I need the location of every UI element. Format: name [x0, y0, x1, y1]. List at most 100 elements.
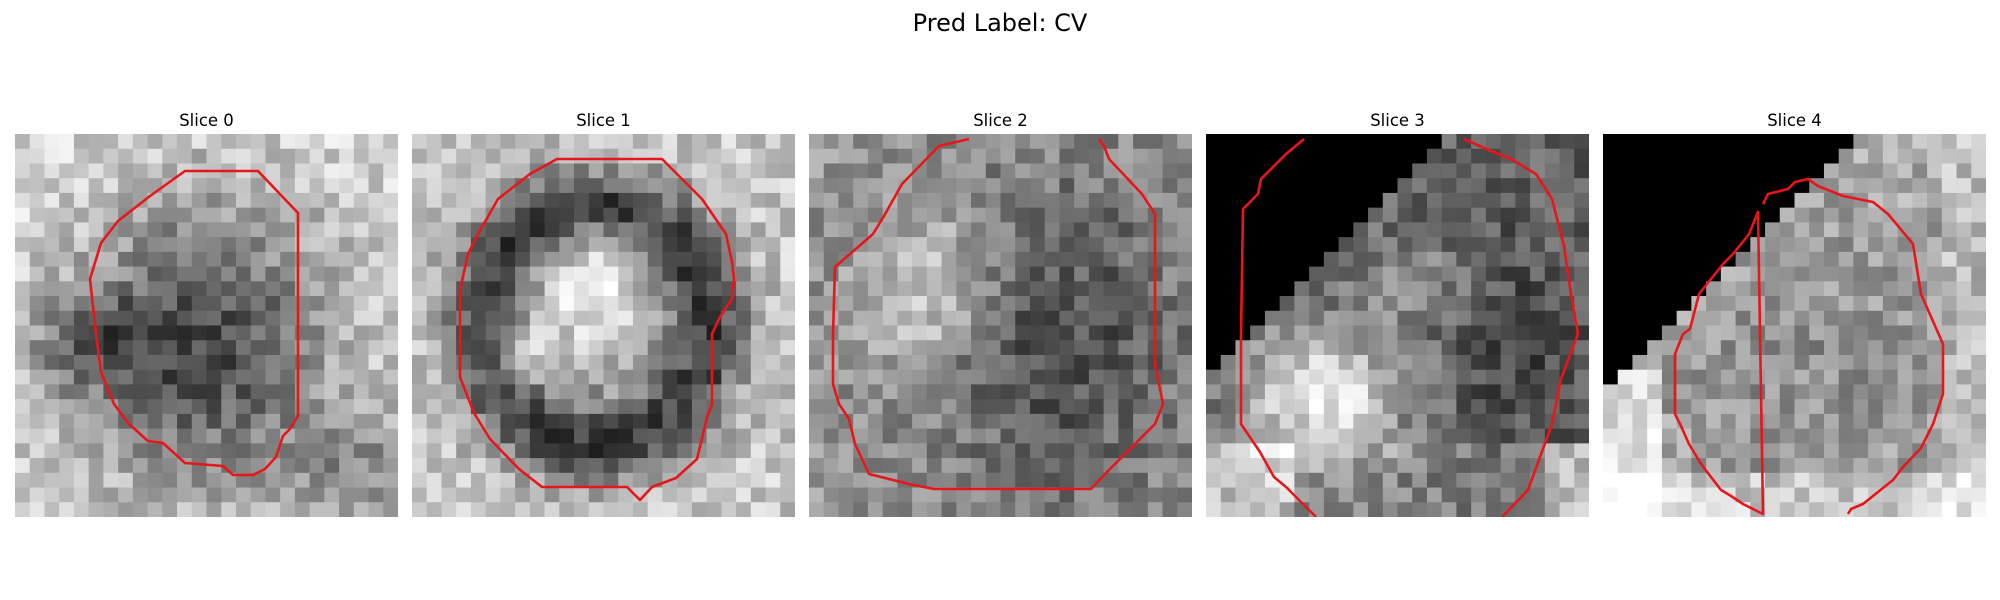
- pixel: [912, 487, 928, 503]
- pixel: [206, 266, 222, 282]
- pixel: [339, 222, 355, 238]
- pixel: [1426, 192, 1443, 209]
- pixel: [1691, 163, 1707, 179]
- pixel: [588, 178, 605, 194]
- pixel: [838, 428, 854, 444]
- pixel: [1515, 443, 1531, 459]
- pixel: [912, 369, 928, 386]
- pixel: [485, 310, 501, 327]
- pixel: [368, 222, 384, 238]
- pixel: [780, 458, 795, 474]
- pixel: [574, 207, 590, 223]
- pixel: [1927, 369, 1943, 386]
- pixel: [1426, 413, 1443, 430]
- pixel: [1603, 134, 1619, 150]
- pixel: [191, 192, 208, 209]
- pixel: [1691, 472, 1707, 489]
- pixel: [559, 251, 575, 268]
- pixel: [853, 310, 869, 327]
- pixel: [1706, 428, 1722, 444]
- pixel: [544, 428, 560, 444]
- pixel: [1794, 472, 1810, 489]
- pixel: [1559, 399, 1575, 415]
- pixel: [559, 458, 575, 474]
- slice-title-4: Slice 4: [1767, 111, 1822, 130]
- pixel: [103, 237, 119, 253]
- pixel: [1220, 192, 1237, 209]
- pixel: [632, 369, 649, 386]
- pixel: [1706, 281, 1722, 297]
- pixel: [1456, 413, 1472, 430]
- pixel: [603, 472, 619, 489]
- pixel: [956, 458, 972, 474]
- pixel: [250, 413, 267, 430]
- pixel: [1118, 148, 1134, 165]
- pixel: [1015, 443, 1031, 459]
- pixel: [736, 281, 752, 297]
- pixel: [971, 399, 987, 415]
- pixel: [1735, 325, 1751, 341]
- pixel: [1382, 472, 1399, 489]
- pixel: [1382, 178, 1399, 194]
- pixel: [867, 178, 884, 194]
- pixel: [412, 251, 428, 268]
- pixel: [574, 310, 590, 327]
- pixel: [971, 207, 987, 223]
- pixel: [1617, 428, 1634, 444]
- pixel: [1088, 399, 1105, 415]
- pixel: [1118, 428, 1134, 444]
- pixel: [1647, 310, 1663, 327]
- pixel: [235, 428, 252, 444]
- pixel: [250, 369, 267, 386]
- pixel: [1574, 178, 1589, 194]
- pixel: [971, 251, 987, 268]
- pixel: [191, 237, 208, 253]
- pixel: [485, 134, 501, 150]
- pixel: [44, 354, 60, 371]
- pixel: [44, 487, 60, 503]
- pixel: [1088, 163, 1105, 179]
- pixel: [1074, 502, 1090, 517]
- pixel: [1162, 310, 1178, 327]
- pixel: [1000, 413, 1016, 430]
- pixel: [383, 369, 398, 386]
- pixel: [618, 296, 634, 312]
- pixel: [1103, 178, 1119, 194]
- pixel: [809, 192, 825, 209]
- pixel: [882, 134, 898, 150]
- pixel: [324, 384, 340, 400]
- pixel: [103, 134, 119, 150]
- pixel: [956, 148, 972, 165]
- pixel: [1368, 134, 1384, 150]
- pixel: [1720, 384, 1737, 400]
- pixel: [294, 192, 311, 209]
- pixel: [1088, 281, 1105, 297]
- pixel: [1971, 134, 1986, 150]
- pixel: [1706, 296, 1722, 312]
- pixel: [1794, 310, 1810, 327]
- pixel: [383, 163, 398, 179]
- pixel: [1397, 384, 1413, 400]
- pixel: [838, 178, 854, 194]
- pixel: [574, 369, 590, 386]
- pixel: [441, 296, 457, 312]
- pixel: [485, 487, 501, 503]
- pixel: [15, 207, 31, 223]
- pixel: [809, 413, 825, 430]
- pixel: [971, 428, 987, 444]
- pixel: [1074, 428, 1090, 444]
- pixel: [838, 237, 854, 253]
- pixel: [1235, 281, 1251, 297]
- pixel: [339, 281, 355, 297]
- pixel: [206, 148, 222, 165]
- pixel: [1382, 399, 1399, 415]
- pixel: [618, 251, 634, 268]
- pixel: [177, 296, 193, 312]
- pixel: [1250, 413, 1266, 430]
- pixel: [1779, 266, 1796, 282]
- pixel: [1323, 458, 1340, 474]
- pixel: [1574, 310, 1589, 327]
- pixel: [1735, 399, 1751, 415]
- pixel: [1500, 399, 1516, 415]
- pixel: [1735, 237, 1751, 253]
